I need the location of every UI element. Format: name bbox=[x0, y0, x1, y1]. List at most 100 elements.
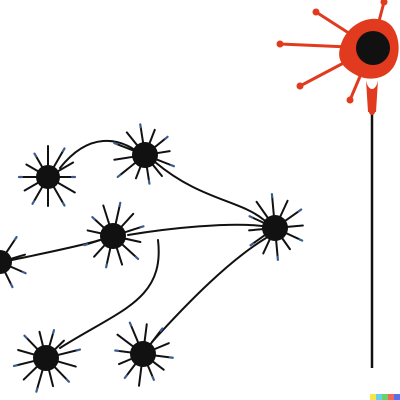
dendrite-tip bbox=[75, 348, 82, 352]
neuron-body bbox=[0, 250, 12, 274]
dendrite bbox=[23, 181, 41, 192]
dendrite-tip bbox=[139, 225, 145, 229]
axon-knob bbox=[369, 109, 375, 115]
dendrite bbox=[284, 224, 304, 229]
dendrite-tip bbox=[12, 364, 18, 368]
dendrite bbox=[120, 242, 137, 258]
neuron-n2 bbox=[113, 123, 176, 185]
dendrite bbox=[105, 245, 112, 266]
dendrite-tip bbox=[248, 215, 254, 219]
axon-hillock bbox=[366, 80, 378, 112]
dendrite bbox=[36, 367, 44, 390]
dendrite bbox=[125, 131, 140, 148]
dendrite bbox=[25, 163, 41, 173]
highlighted-neuron bbox=[276, 0, 399, 368]
red-dendrite-tip bbox=[312, 8, 320, 16]
neuron-body bbox=[36, 165, 60, 189]
dendrite bbox=[86, 229, 104, 235]
dendrite-tip bbox=[61, 201, 66, 207]
neuron-body bbox=[33, 345, 59, 371]
axon-connection-n3-n6 bbox=[59, 239, 160, 349]
dendrite bbox=[143, 323, 148, 345]
neuron-n5 bbox=[248, 193, 304, 261]
dendrite-tip bbox=[151, 375, 155, 381]
dendrite bbox=[52, 364, 68, 381]
dendrite bbox=[154, 150, 171, 155]
dendrite bbox=[8, 253, 26, 261]
dendrite bbox=[116, 333, 136, 349]
dendrite bbox=[152, 354, 171, 359]
dendrite bbox=[150, 359, 165, 371]
dendrite bbox=[33, 184, 44, 203]
dendrite bbox=[147, 128, 156, 146]
dendrite-tip bbox=[116, 173, 122, 179]
dendrite bbox=[282, 210, 300, 223]
dendrite bbox=[146, 363, 154, 379]
dendrite bbox=[145, 164, 150, 182]
dendrite bbox=[25, 336, 40, 352]
dendrite bbox=[8, 265, 24, 274]
dendrite bbox=[114, 204, 121, 227]
dendrite bbox=[125, 361, 138, 377]
dendrite-tip bbox=[35, 387, 39, 393]
neuron-body bbox=[100, 223, 126, 249]
neuron-n4 bbox=[0, 235, 27, 289]
dendrite-tip bbox=[118, 201, 122, 207]
axon-connection-n4-n3 bbox=[11, 239, 101, 261]
dendrite bbox=[116, 143, 136, 153]
dendrite bbox=[255, 200, 270, 221]
dendrite bbox=[55, 349, 79, 357]
neuron-layer bbox=[0, 123, 304, 393]
dendrite bbox=[152, 342, 170, 351]
dendrite bbox=[248, 227, 266, 232]
dendrite-tip bbox=[91, 216, 96, 221]
dendrite bbox=[154, 157, 173, 167]
dendrite bbox=[122, 226, 142, 234]
dendrite-tip bbox=[249, 242, 255, 247]
neuron-n3 bbox=[83, 201, 145, 269]
dendrite-tip bbox=[134, 255, 140, 261]
dendrite bbox=[55, 181, 76, 194]
dendrite bbox=[251, 233, 268, 245]
dendrite-tip bbox=[297, 208, 303, 213]
dendrite-tip bbox=[170, 164, 176, 168]
dendrite bbox=[152, 137, 167, 150]
dendrite bbox=[93, 243, 107, 258]
watermark-swatch bbox=[388, 394, 394, 400]
neuron-body bbox=[262, 215, 288, 241]
watermark-swatch bbox=[370, 394, 376, 400]
dendrite-tip bbox=[65, 378, 71, 383]
dendrite bbox=[22, 364, 40, 381]
axon-connection-n7-n5 bbox=[151, 237, 267, 343]
dendrite bbox=[150, 162, 163, 178]
dendrite bbox=[134, 164, 143, 180]
dendrite bbox=[113, 155, 136, 161]
dendrite-tip bbox=[83, 243, 89, 247]
dendrite bbox=[148, 329, 162, 347]
watermark-swatch bbox=[376, 394, 382, 400]
connection-layer bbox=[11, 140, 267, 349]
dendrite bbox=[52, 184, 64, 204]
dendrite bbox=[52, 150, 64, 170]
dendrite bbox=[52, 339, 65, 352]
dendrite-tip bbox=[10, 283, 14, 289]
dendrite bbox=[251, 216, 267, 225]
red-dendrite-tip bbox=[380, 0, 388, 6]
dendrite bbox=[15, 359, 37, 367]
dendrite-tip bbox=[21, 270, 27, 275]
dendrite bbox=[55, 161, 75, 173]
dendrite-tip bbox=[23, 334, 28, 339]
dendrite-tip bbox=[113, 141, 119, 146]
dendrite bbox=[122, 237, 142, 244]
dendrite bbox=[262, 236, 272, 255]
color-watermark bbox=[370, 394, 400, 400]
dendrite bbox=[38, 330, 45, 349]
red-dendrite-tip bbox=[296, 82, 304, 90]
neuron-n1 bbox=[17, 145, 77, 207]
dendrite bbox=[3, 269, 13, 286]
neuron-body bbox=[132, 142, 158, 168]
red-dendrite-tip bbox=[276, 40, 284, 48]
dendrite-tip bbox=[61, 147, 66, 153]
